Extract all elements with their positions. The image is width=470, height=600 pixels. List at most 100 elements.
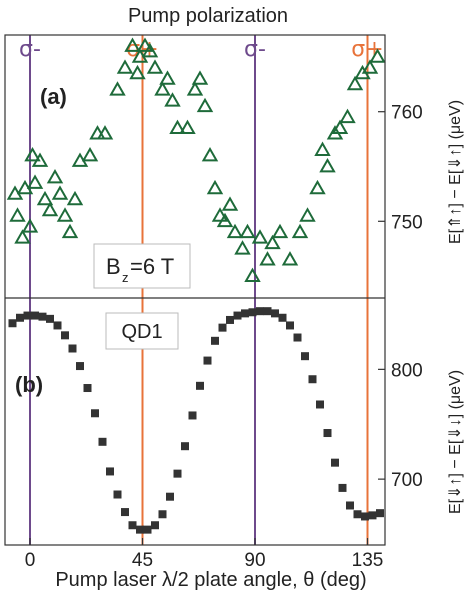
data-point-a xyxy=(154,81,171,96)
data-point-b xyxy=(61,331,69,340)
data-point-a xyxy=(339,108,356,124)
data-point-b xyxy=(211,336,219,345)
data-point-a xyxy=(56,207,74,222)
data-point-b xyxy=(38,312,47,321)
data-point-b xyxy=(23,311,32,320)
data-point-b xyxy=(76,362,84,371)
data-point-a xyxy=(141,42,159,58)
data-point-a xyxy=(244,267,261,282)
data-point-a xyxy=(264,234,281,250)
y-tick-label-a: 760 xyxy=(391,103,423,124)
data-point-a xyxy=(331,119,349,135)
y-tick-label-b: 700 xyxy=(391,470,423,491)
data-point-a xyxy=(206,179,224,195)
data-point-b xyxy=(346,501,354,510)
data-point-a xyxy=(216,212,234,228)
x-tick-label: 135 xyxy=(352,550,384,571)
chart-title: Pump polarization xyxy=(128,5,288,27)
data-point-a xyxy=(299,207,316,222)
field-value: =6 T xyxy=(130,254,174,279)
data-point-b xyxy=(188,411,197,420)
data-point-a xyxy=(361,59,379,74)
data-point-a xyxy=(186,81,204,96)
plot-frame: 750 760 700 800 xyxy=(4,34,423,546)
data-point-b xyxy=(121,508,129,517)
data-point-a xyxy=(116,59,134,74)
data-point-b xyxy=(301,352,309,361)
panel-a xyxy=(6,37,386,282)
data-point-b xyxy=(293,333,302,342)
data-point-b xyxy=(91,409,99,418)
data-point-a xyxy=(346,75,364,91)
polarization-label: σ- xyxy=(19,37,41,62)
x-tick-label: 45 xyxy=(132,550,153,571)
data-point-b xyxy=(256,307,264,316)
data-point-a xyxy=(9,207,26,222)
data-point-b xyxy=(113,490,122,499)
data-point-a xyxy=(164,92,181,107)
data-point-a xyxy=(41,201,59,217)
data-point-b xyxy=(173,469,182,478)
y-axis-label-a: E[⇑↑] − E[⇓↑] (μeV) xyxy=(447,100,464,244)
data-point-b xyxy=(158,510,167,519)
data-point-a xyxy=(66,190,84,206)
data-point-b xyxy=(53,321,62,330)
qd-annotation-box xyxy=(105,312,179,350)
field-annotation: B z =6 T xyxy=(93,243,191,289)
data-point-b xyxy=(271,309,279,318)
data-point-b xyxy=(136,525,144,534)
field-subscript: z xyxy=(122,270,129,285)
field-annotation-box xyxy=(93,243,191,289)
data-point-b xyxy=(8,319,17,328)
plot-border xyxy=(4,34,386,546)
data-point-a xyxy=(31,152,49,167)
data-point-a xyxy=(271,223,289,239)
data-point-b xyxy=(143,525,152,534)
polarization-label: σ+ xyxy=(351,37,383,62)
data-point-a xyxy=(129,64,146,80)
data-point-a xyxy=(109,81,126,96)
y-tick-label-a: 750 xyxy=(391,212,423,233)
data-point-b xyxy=(68,344,77,353)
data-point-b xyxy=(376,509,384,518)
data-point-b xyxy=(128,521,137,530)
data-point-b xyxy=(31,311,39,320)
data-point-a xyxy=(196,97,214,113)
data-point-b xyxy=(181,442,189,451)
data-point-b xyxy=(233,311,242,320)
data-point-b xyxy=(286,321,294,330)
qd-label: QD1 xyxy=(121,321,162,343)
x-tick-label: 0 xyxy=(25,550,36,571)
data-point-a xyxy=(201,147,219,162)
data-point-a xyxy=(251,229,269,244)
x-axis-label: Pump laser λ/2 plate angle, θ (deg) xyxy=(55,569,366,591)
data-point-b xyxy=(196,381,204,390)
data-point-b xyxy=(368,511,377,520)
data-point-b xyxy=(353,510,362,519)
data-point-b xyxy=(263,307,272,316)
data-point-b xyxy=(278,313,287,322)
data-point-a xyxy=(314,141,331,156)
data-point-a xyxy=(234,240,251,255)
data-point-a xyxy=(24,147,41,162)
data-point-a xyxy=(239,223,256,239)
data-point-a xyxy=(36,190,54,206)
data-point-a xyxy=(211,207,229,222)
data-point-b xyxy=(331,458,339,467)
data-point-b xyxy=(361,512,369,521)
data-point-a xyxy=(146,59,164,74)
field-symbol: B xyxy=(106,254,121,279)
data-point-a xyxy=(21,218,39,233)
data-point-a xyxy=(191,70,209,85)
data-point-b xyxy=(241,309,249,318)
data-point-b xyxy=(16,313,24,322)
qd-annotation: QD1 xyxy=(105,312,179,350)
data-point-a xyxy=(309,179,326,195)
data-point-b xyxy=(248,308,257,317)
data-point-a xyxy=(26,174,44,189)
data-point-b xyxy=(218,323,227,332)
data-point-b xyxy=(226,315,234,324)
data-point-a xyxy=(136,37,154,52)
polarization-markers: σ-σ+ σ-σ+ xyxy=(19,35,384,545)
